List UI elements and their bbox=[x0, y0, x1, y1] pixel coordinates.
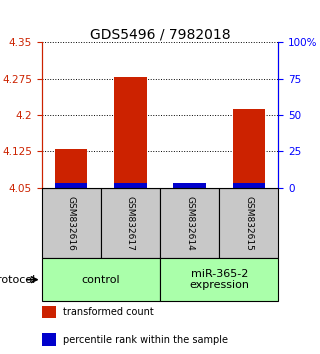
Bar bbox=[42, 306, 56, 318]
Bar bbox=[173, 183, 206, 188]
Text: GSM832616: GSM832616 bbox=[67, 195, 76, 251]
Bar bbox=[173, 185, 206, 188]
Bar bbox=[114, 77, 147, 188]
Bar bbox=[233, 183, 265, 188]
Text: GSM832615: GSM832615 bbox=[244, 195, 253, 251]
Text: miR-365-2
expression: miR-365-2 expression bbox=[189, 269, 249, 291]
Text: transformed count: transformed count bbox=[63, 307, 154, 317]
Title: GDS5496 / 7982018: GDS5496 / 7982018 bbox=[90, 27, 230, 41]
Text: protocol: protocol bbox=[0, 275, 38, 285]
Bar bbox=[160, 258, 278, 301]
Text: GSM832614: GSM832614 bbox=[185, 196, 194, 250]
Bar bbox=[42, 258, 160, 301]
Bar bbox=[114, 183, 147, 188]
Bar bbox=[233, 109, 265, 188]
Bar bbox=[101, 188, 160, 258]
Text: control: control bbox=[82, 275, 120, 285]
Text: percentile rank within the sample: percentile rank within the sample bbox=[63, 335, 228, 344]
Text: GSM832617: GSM832617 bbox=[126, 195, 135, 251]
Bar bbox=[55, 183, 87, 188]
Bar bbox=[219, 188, 278, 258]
Bar bbox=[55, 149, 87, 188]
Bar bbox=[160, 188, 219, 258]
Bar bbox=[42, 188, 101, 258]
Bar bbox=[42, 333, 56, 346]
